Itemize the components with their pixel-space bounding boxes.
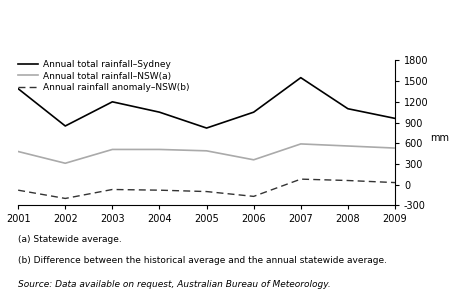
Annual total rainfall–NSW(a) xyxy=(251,158,257,162)
Annual total rainfall–NSW(a) xyxy=(345,144,350,148)
Y-axis label: mm: mm xyxy=(430,133,449,143)
Annual total rainfall–Sydney xyxy=(251,110,257,114)
Annual rainfall anomaly–NSW(b) xyxy=(298,177,304,181)
Annual total rainfall–NSW(a) xyxy=(157,148,162,151)
Annual total rainfall–NSW(a) xyxy=(298,142,304,146)
Annual total rainfall–NSW(a) xyxy=(15,150,21,153)
Annual total rainfall–Sydney xyxy=(345,107,350,111)
Legend: Annual total rainfall–Sydney, Annual total rainfall–NSW(a), Annual rainfall anom: Annual total rainfall–Sydney, Annual tot… xyxy=(18,60,189,92)
Annual total rainfall–Sydney xyxy=(15,87,21,91)
Line: Annual total rainfall–NSW(a): Annual total rainfall–NSW(a) xyxy=(18,144,395,163)
Annual total rainfall–Sydney xyxy=(63,124,68,128)
Annual rainfall anomaly–NSW(b) xyxy=(204,190,209,193)
Annual rainfall anomaly–NSW(b) xyxy=(392,181,398,185)
Annual rainfall anomaly–NSW(b) xyxy=(63,197,68,200)
Annual total rainfall–NSW(a) xyxy=(204,149,209,153)
Line: Annual rainfall anomaly–NSW(b): Annual rainfall anomaly–NSW(b) xyxy=(18,179,395,198)
Annual total rainfall–NSW(a) xyxy=(110,148,115,151)
Annual total rainfall–Sydney xyxy=(298,76,304,79)
Text: (a) Statewide average.: (a) Statewide average. xyxy=(18,235,122,244)
Annual rainfall anomaly–NSW(b) xyxy=(251,194,257,198)
Text: Source: Data available on request, Australian Bureau of Meteorology.: Source: Data available on request, Austr… xyxy=(18,280,331,289)
Annual total rainfall–NSW(a) xyxy=(63,162,68,165)
Annual rainfall anomaly–NSW(b) xyxy=(110,188,115,191)
Annual rainfall anomaly–NSW(b) xyxy=(15,188,21,192)
Text: (b) Difference between the historical average and the annual statewide average.: (b) Difference between the historical av… xyxy=(18,256,387,265)
Annual total rainfall–NSW(a) xyxy=(392,146,398,150)
Line: Annual total rainfall–Sydney: Annual total rainfall–Sydney xyxy=(18,78,395,128)
Annual total rainfall–Sydney xyxy=(157,110,162,114)
Annual rainfall anomaly–NSW(b) xyxy=(345,179,350,182)
Annual total rainfall–Sydney xyxy=(204,126,209,130)
Annual total rainfall–Sydney xyxy=(110,100,115,104)
Annual rainfall anomaly–NSW(b) xyxy=(157,188,162,192)
Annual total rainfall–Sydney xyxy=(392,117,398,120)
